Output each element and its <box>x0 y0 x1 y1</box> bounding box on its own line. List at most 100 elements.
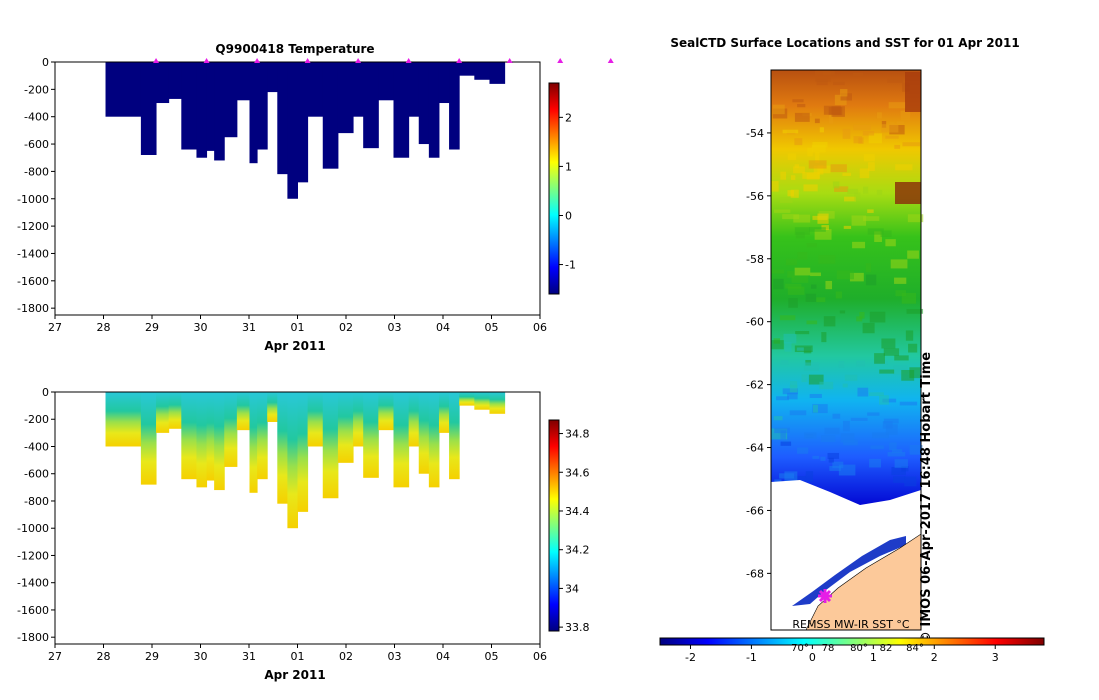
sst-texture-cell <box>774 428 790 433</box>
temperature-y-tick-label: -200 <box>24 83 49 96</box>
sst-texture-cell <box>806 294 816 302</box>
salinity-profile-bar <box>257 392 268 479</box>
salinity-profile-bar <box>298 392 309 512</box>
sst-texture-cell <box>863 216 879 221</box>
salinity-x-tick-label: 28 <box>97 650 111 663</box>
sst-texture-cell <box>894 278 906 284</box>
seal-position-marker <box>818 589 832 603</box>
salinity-colorbar <box>549 420 559 631</box>
sst-texture-cell <box>853 73 863 77</box>
temperature-profile-bar <box>308 62 324 117</box>
sst-texture-cell <box>771 181 778 192</box>
sst-warm-patch <box>905 72 921 112</box>
salinity-y-tick-label: -200 <box>24 413 49 426</box>
temperature-profile-bar <box>156 62 169 103</box>
sst-texture-cell <box>870 445 883 448</box>
sst-texture-cell <box>795 227 810 235</box>
sst-texture-cell <box>810 273 821 277</box>
sst-texture-cell <box>781 360 789 364</box>
sst-texture-cell <box>885 136 898 139</box>
temperature-profile-bar <box>181 62 197 150</box>
salinity-profile-bar <box>439 392 450 433</box>
latitude-tick-label: -60 <box>746 316 764 329</box>
temperature-y-tick-label: 0 <box>42 56 49 69</box>
salinity-x-tick-label: 29 <box>145 650 159 663</box>
temperature-profile-bar <box>489 62 505 84</box>
sst-texture-cell <box>821 435 835 442</box>
latitude-tick-label: -66 <box>746 504 764 517</box>
temperature-colorbar-ticks: 2 1 0 -1 <box>559 111 576 271</box>
temperature-profile-bar <box>287 62 298 199</box>
sst-texture-cell <box>902 293 916 304</box>
temperature-x-tick-label: 03 <box>388 321 402 334</box>
sst-texture-cell <box>870 312 886 323</box>
sst-texture-cell <box>817 214 828 224</box>
sst-texture-cell <box>785 342 792 351</box>
salinity-colorbar-tick-label: 33.8 <box>565 621 590 634</box>
temperature-profile-bar <box>409 62 420 117</box>
salinity-x-tick-label: 03 <box>388 650 402 663</box>
sst-texture-cell <box>895 459 908 468</box>
temperature-profile-bar <box>429 62 440 158</box>
temperature-x-tick-label: 04 <box>436 321 450 334</box>
temperature-colorbar <box>549 83 559 294</box>
temperature-profile-bar <box>439 62 450 103</box>
sst-texture-cell <box>836 292 842 299</box>
temperature-x-tick-label: 01 <box>291 321 305 334</box>
sst-texture-cell <box>823 71 835 76</box>
sst-texture-cell <box>891 259 908 268</box>
temperature-x-tick-label: 28 <box>97 321 111 334</box>
sst-texture-cell <box>790 410 807 415</box>
salinity-profile-bar <box>196 392 207 487</box>
sst-texture-cell <box>894 145 900 149</box>
sst-texture-cell <box>884 348 899 355</box>
sst-texture-cell <box>832 106 845 117</box>
temperature-y-tick-label: -600 <box>24 138 49 151</box>
salinity-profile-bar <box>409 392 420 446</box>
temperature-x-axis: 27 28 29 30 31 01 02 03 04 05 06 <box>48 315 547 334</box>
sst-texture-cell <box>780 315 795 320</box>
sst-texture-cell <box>824 316 836 326</box>
sst-texture-cell <box>825 281 832 289</box>
latitude-tick-label: -58 <box>746 253 764 266</box>
sst-texture-cell <box>837 270 854 279</box>
temperature-panel: Q9900418 Temperature 0-200-400-600-800-1… <box>17 42 614 353</box>
salinity-panel: 0-200-400-600-800-1000-1200-1400-1600-18… <box>17 386 589 682</box>
temperature-profile-bar <box>378 62 394 100</box>
salinity-y-tick-label: -600 <box>24 468 49 481</box>
sst-texture-cell <box>780 172 786 180</box>
sst-texture-cell <box>879 370 894 374</box>
sst-texture-cell <box>867 412 879 415</box>
map-overlay-number: 84° <box>906 643 924 654</box>
sst-texture-cell <box>886 424 898 434</box>
sst-texture-cell <box>825 428 840 435</box>
temperature-profile-bar <box>338 62 354 133</box>
sst-texture-cell <box>785 284 801 289</box>
sst-texture-cell <box>843 421 850 431</box>
sst-texture-cell <box>857 388 868 397</box>
temperature-profile-bar <box>106 62 142 117</box>
sst-texture-cell <box>791 175 795 180</box>
temperature-profile-bar <box>250 62 258 163</box>
temperature-profile-bar <box>141 62 157 155</box>
salinity-profile-bar <box>474 392 490 410</box>
sst-texture-cell <box>867 209 873 213</box>
sst-source-label: REMSS MW-IR SST °C <box>792 618 910 631</box>
sst-texture-cell <box>815 119 820 123</box>
sst-texture-cell <box>797 252 807 259</box>
sst-texture-cell <box>807 243 817 247</box>
salinity-x-tick-label: 05 <box>485 650 499 663</box>
sst-texture-cell <box>820 127 824 132</box>
sst-texture-cell <box>788 154 796 160</box>
sst-texture-cell <box>864 154 875 161</box>
sst-texture-cell <box>795 164 800 168</box>
temperature-x-tick-label: 06 <box>533 321 547 334</box>
salinity-profile-bar <box>287 392 298 528</box>
salinity-profile-bar <box>419 392 430 474</box>
sst-texture-cell <box>843 440 858 446</box>
temperature-x-tick-label: 31 <box>242 321 256 334</box>
temperature-x-tick-label: 27 <box>48 321 62 334</box>
sst-texture-cell <box>856 361 865 367</box>
sst-texture-cell <box>854 136 863 143</box>
sst-texture-cell <box>866 275 876 286</box>
